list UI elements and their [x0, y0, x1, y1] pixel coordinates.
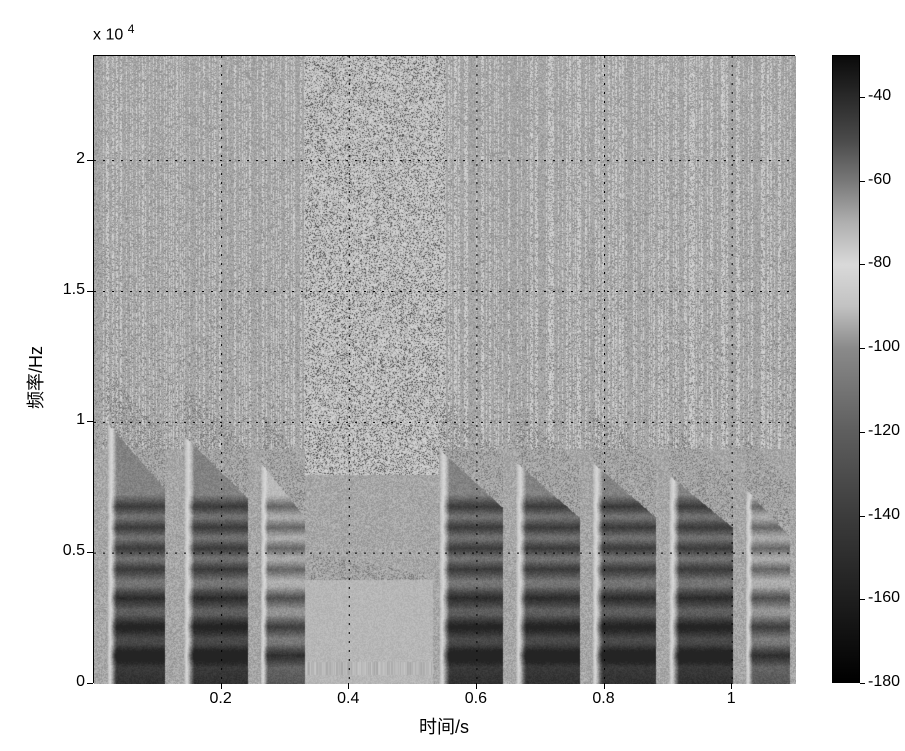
y-tick-mark	[87, 683, 93, 684]
colorbar	[832, 55, 860, 683]
colorbar-tick-label: -180	[868, 674, 900, 690]
y-tick-label: 0.5	[43, 543, 85, 559]
y-exp-prefix: x 10	[93, 26, 123, 43]
colorbar-tick-mark	[860, 264, 865, 265]
x-tick-mark	[221, 683, 222, 689]
spectrogram-canvas	[94, 56, 796, 684]
colorbar-tick-mark	[860, 683, 865, 684]
y-tick-mark	[87, 160, 93, 161]
colorbar-tick-label: -60	[868, 172, 891, 188]
colorbar-tick-label: -80	[868, 255, 891, 271]
colorbar-tick-label: -140	[868, 507, 900, 523]
colorbar-tick-mark	[860, 97, 865, 98]
colorbar-tick-label: -120	[868, 423, 900, 439]
spectrogram-plot	[93, 55, 795, 683]
y-tick-mark	[87, 552, 93, 553]
x-tick-mark	[604, 683, 605, 689]
colorbar-tick-mark	[860, 348, 865, 349]
x-tick-mark	[731, 683, 732, 689]
x-tick-label: 0.6	[456, 691, 496, 707]
y-exp-value: 4	[128, 22, 135, 36]
y-tick-mark	[87, 421, 93, 422]
x-tick-label: 0.8	[584, 691, 624, 707]
y-axis-exponent: x 10 4	[93, 22, 134, 44]
x-axis-label-text: 时间/s	[419, 717, 469, 737]
x-tick-mark	[476, 683, 477, 689]
figure-root: x 10 4 频率/Hz 时间/s 0.2 0.4 0.6 0.8 1 0 0.5 1 1.5…	[0, 0, 905, 751]
y-axis-label: 频率/Hz	[22, 346, 48, 409]
y-tick-label: 1	[43, 412, 85, 428]
y-axis-label-text: 频率/Hz	[26, 346, 46, 409]
y-tick-label: 0	[43, 674, 85, 690]
y-tick-mark	[87, 291, 93, 292]
x-tick-label: 0.4	[328, 691, 368, 707]
x-tick-label: 0.2	[201, 691, 241, 707]
x-tick-label: 1	[711, 691, 751, 707]
colorbar-tick-label: -40	[868, 88, 891, 104]
colorbar-tick-label: -100	[868, 339, 900, 355]
y-tick-label: 2	[43, 151, 85, 167]
colorbar-tick-mark	[860, 432, 865, 433]
colorbar-tick-label: -160	[868, 590, 900, 606]
y-tick-label: 1.5	[43, 282, 85, 298]
colorbar-tick-mark	[860, 181, 865, 182]
colorbar-tick-mark	[860, 599, 865, 600]
x-axis-label: 时间/s	[404, 713, 484, 739]
x-tick-mark	[348, 683, 349, 689]
colorbar-tick-mark	[860, 516, 865, 517]
